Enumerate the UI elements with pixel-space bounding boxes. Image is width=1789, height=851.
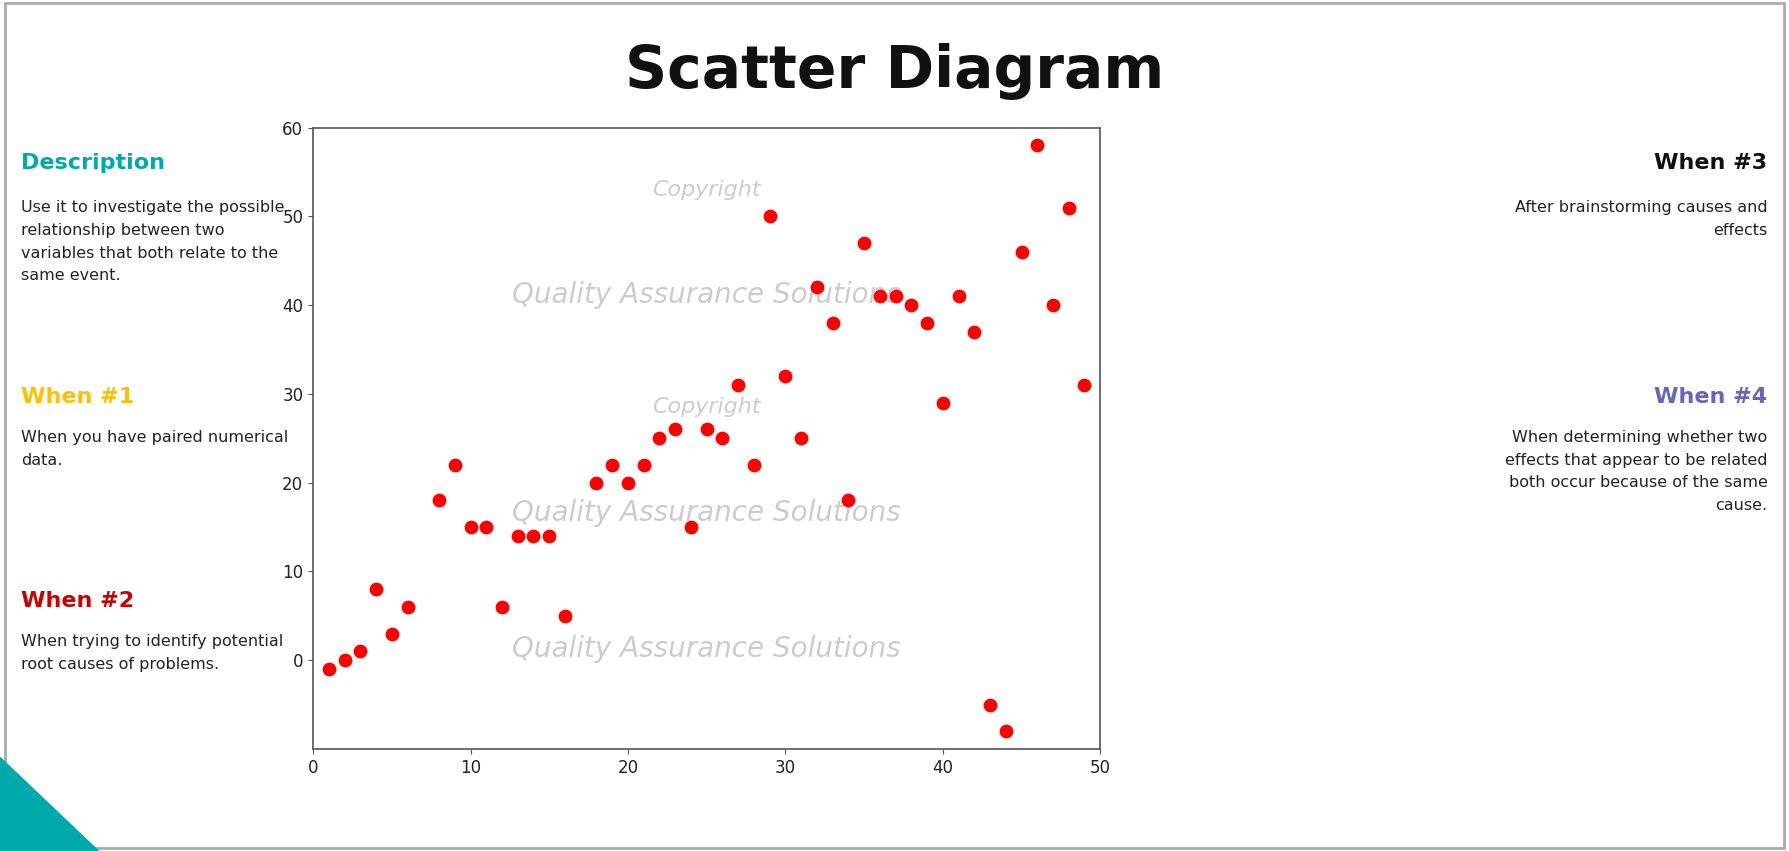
Point <box>708 431 737 445</box>
Text: When #4: When #4 <box>1655 387 1768 408</box>
Point <box>1007 245 1036 259</box>
Text: Scatter Diagram: Scatter Diagram <box>624 43 1165 100</box>
Point <box>725 378 753 391</box>
Point <box>519 529 547 543</box>
Point <box>472 520 501 534</box>
Text: When #2: When #2 <box>21 591 134 612</box>
Point <box>991 724 1020 738</box>
Point <box>803 281 832 294</box>
Text: After brainstorming causes and
effects: After brainstorming causes and effects <box>1515 200 1768 237</box>
Text: When you have paired numerical
data.: When you have paired numerical data. <box>21 430 288 467</box>
Point <box>535 529 564 543</box>
Point <box>456 520 485 534</box>
Point <box>912 316 941 329</box>
Point <box>1070 378 1098 391</box>
Point <box>581 476 610 489</box>
Text: When determining whether two
effects that appear to be related
both occur becaus: When determining whether two effects tha… <box>1505 430 1768 513</box>
Point <box>424 494 453 507</box>
Point <box>975 698 1004 711</box>
Point <box>488 600 517 614</box>
Point <box>771 369 800 383</box>
Text: Copyright: Copyright <box>653 397 760 417</box>
Text: Copyright: Copyright <box>653 180 760 200</box>
Point <box>331 654 360 667</box>
Text: Quality Assurance Solutions: Quality Assurance Solutions <box>512 499 902 527</box>
Point <box>961 325 989 339</box>
Point <box>1039 299 1068 312</box>
Point <box>630 458 658 471</box>
Point <box>598 458 626 471</box>
Point <box>614 476 642 489</box>
Point <box>394 600 422 614</box>
Point <box>866 289 894 303</box>
Text: When #3: When #3 <box>1655 153 1768 174</box>
Text: Use it to investigate the possible
relationship between two
variables that both : Use it to investigate the possible relat… <box>21 200 284 283</box>
Text: When trying to identify potential
root causes of problems.: When trying to identify potential root c… <box>21 634 284 671</box>
Point <box>676 520 705 534</box>
Point <box>818 316 846 329</box>
Point <box>551 609 580 623</box>
Point <box>896 299 925 312</box>
Point <box>928 396 957 409</box>
Point <box>1023 139 1052 152</box>
Point <box>882 289 911 303</box>
Point <box>945 289 973 303</box>
Text: When #1: When #1 <box>21 387 134 408</box>
Point <box>834 494 862 507</box>
Point <box>850 237 878 250</box>
Point <box>660 423 689 437</box>
Point <box>440 458 469 471</box>
Point <box>503 529 531 543</box>
Point <box>692 423 721 437</box>
Point <box>1054 201 1082 214</box>
Point <box>755 209 784 223</box>
Point <box>345 644 374 658</box>
Point <box>646 431 674 445</box>
Text: Quality Assurance Solutions: Quality Assurance Solutions <box>512 636 902 664</box>
Point <box>739 458 767 471</box>
Text: Description: Description <box>21 153 165 174</box>
Point <box>361 582 390 596</box>
Point <box>787 431 816 445</box>
Point <box>377 626 406 640</box>
Text: Quality Assurance Solutions: Quality Assurance Solutions <box>512 282 902 310</box>
Point <box>315 662 343 676</box>
